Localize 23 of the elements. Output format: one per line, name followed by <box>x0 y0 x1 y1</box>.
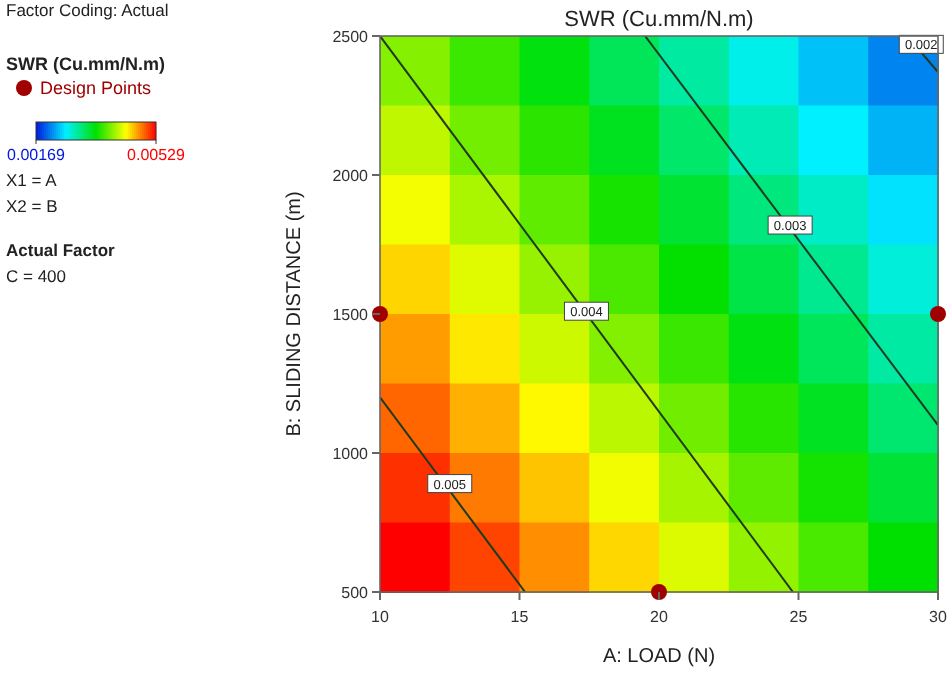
colorbar: 0.00169 0.00529 <box>7 121 185 164</box>
color-bar-label: 0.00529 <box>127 146 187 164</box>
text: X2 = B <box>6 196 59 216</box>
x-tick-label: 10 <box>371 608 390 626</box>
y-axis-title: B: SLIDING DISTANCE (m) <box>284 191 306 437</box>
legend-label: Design Points <box>40 78 153 98</box>
chart-title: SWR (Cu.mm/N.m) <box>564 8 754 32</box>
text: X1 = A <box>6 170 58 190</box>
text: C = 400 <box>6 266 67 286</box>
y-tick-label: 1000 <box>332 445 370 463</box>
y-tick-label: 2000 <box>332 167 370 185</box>
x-tick-label: 20 <box>650 608 669 626</box>
text: Factor Coding: Actual <box>6 0 169 20</box>
y-tick-label: 2500 <box>332 28 370 46</box>
x-axis-title: A: LOAD (N) <box>602 646 716 668</box>
text: Actual Factor <box>6 240 117 260</box>
legend-title: SWR (Cu.mm/N.m) <box>6 54 165 74</box>
y-tick-label: 500 <box>341 584 370 602</box>
y-tick-label: 1500 <box>332 306 370 324</box>
x-tick-label: 30 <box>929 608 948 626</box>
x-tick-label: 15 <box>510 608 530 626</box>
color-bar-label: 0.00169 <box>7 146 67 164</box>
x-tick-label: 25 <box>789 608 809 626</box>
